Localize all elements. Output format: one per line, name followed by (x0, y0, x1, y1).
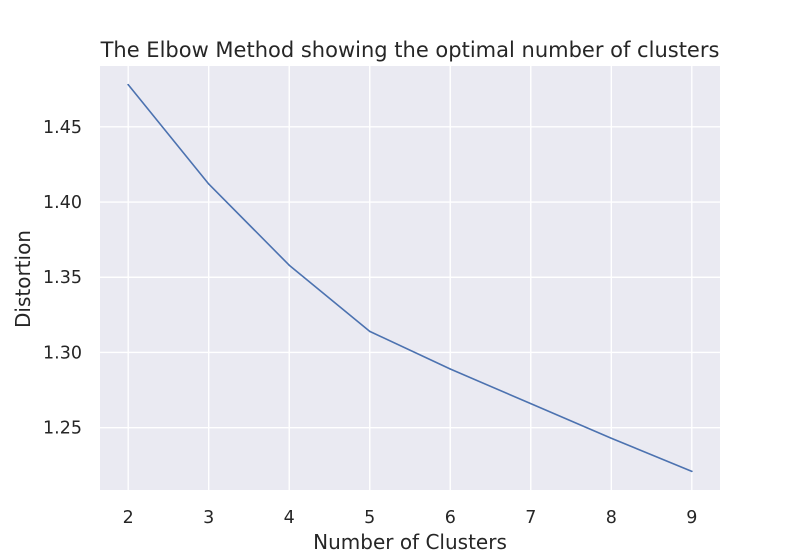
data-point (127, 83, 129, 86)
x-tick-label: 4 (284, 508, 295, 528)
data-point (288, 264, 291, 267)
x-tick-label: 6 (445, 508, 456, 528)
data-point (449, 368, 452, 370)
x-tick-label: 7 (525, 508, 536, 528)
data-point (610, 437, 613, 440)
x-tick-label: 2 (123, 508, 134, 528)
x-grid-lines (127, 66, 693, 490)
data-point (207, 183, 210, 185)
data-point (691, 470, 693, 473)
x-tick-label: 3 (203, 508, 214, 528)
plot-background (100, 66, 720, 490)
y-tick-label: 1.40 (43, 193, 82, 213)
y-tick-label: 1.45 (43, 118, 82, 138)
y-tick-label: 1.30 (43, 343, 82, 363)
data-point (529, 402, 532, 405)
data-points (127, 83, 693, 473)
x-tick-labels: 2 3 4 5 6 7 8 9 (123, 508, 698, 528)
y-grid-lines (100, 126, 720, 429)
y-tick-label: 1.25 (43, 419, 82, 439)
x-tick-label: 5 (364, 508, 375, 528)
x-axis-label: Number of Clusters (313, 530, 507, 550)
y-tick-labels: 1.25 1.30 1.35 1.40 1.45 (43, 118, 82, 439)
distortion-line (127, 83, 693, 473)
x-tick-label: 8 (606, 508, 617, 528)
data-point (368, 330, 371, 333)
chart-title: The Elbow Method showing the optimal num… (100, 38, 720, 62)
y-axis-label: Distortion (11, 230, 35, 328)
x-tick-label: 9 (686, 508, 697, 528)
y-tick-label: 1.35 (43, 268, 82, 288)
